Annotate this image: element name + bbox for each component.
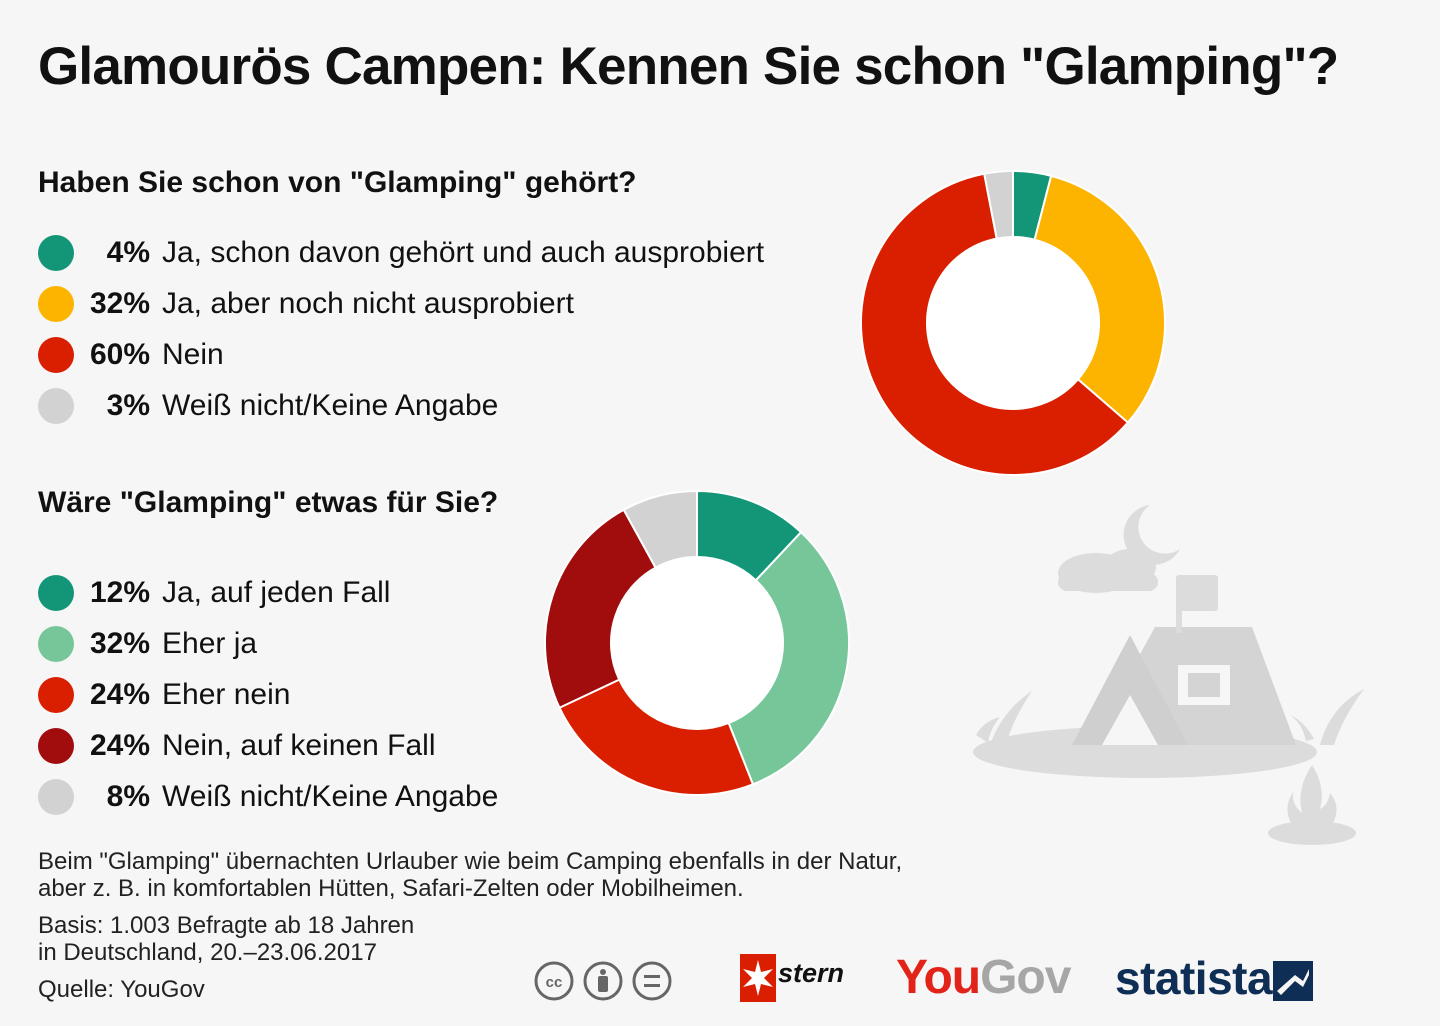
question-1-section: Haben Sie schon von "Glamping" gehört? 4… xyxy=(38,166,764,431)
yougov-logo: YouGov xyxy=(896,950,1071,1005)
legend-label: Ja, auf jeden Fall xyxy=(162,575,391,609)
yougov-gov: Gov xyxy=(980,951,1071,1004)
legend-swatch xyxy=(38,285,74,322)
stern-star-icon xyxy=(740,954,776,1002)
legend-swatch xyxy=(38,778,74,815)
legend-swatch xyxy=(38,625,74,662)
campfire-icon xyxy=(1268,765,1356,845)
question-1-donut-chart xyxy=(860,169,1166,476)
legend-swatch xyxy=(38,387,74,424)
question-1-legend: 4% Ja, schon davon gehört und auch auspro… xyxy=(38,227,764,431)
note-line-2: aber z. B. in komfortablen Hütten, Safar… xyxy=(38,875,744,902)
legend-label: Nein, auf keinen Fall xyxy=(162,728,436,762)
legend-percentage: 60% xyxy=(89,337,150,371)
question-2-donut-chart xyxy=(544,489,850,796)
basis-line-2: in Deutschland, 20.–23.06.2017 xyxy=(38,939,377,966)
legend-label: Ja, aber noch nicht ausprobiert xyxy=(162,286,574,320)
legend-percentage: 8% xyxy=(106,779,150,813)
license-icons[interactable]: cc xyxy=(533,960,673,1002)
moon-icon xyxy=(1123,505,1180,565)
legend-item: 32% Ja, aber noch nicht ausprobiert xyxy=(38,278,764,329)
legend-label: Ja, schon davon gehört und auch ausprobi… xyxy=(162,235,765,269)
legend-swatch xyxy=(38,727,74,764)
legend-swatch xyxy=(38,234,74,271)
legend-percentage: 4% xyxy=(106,235,150,269)
no-derivatives-icon xyxy=(632,961,672,1001)
attribution-icon xyxy=(583,961,623,1001)
yougov-you: You xyxy=(896,951,981,1004)
statista-logo-text: statista xyxy=(1115,952,1273,1004)
legend-item: 24% Nein, auf keinen Fall xyxy=(38,720,498,771)
legend-item: 24% Eher nein xyxy=(38,669,498,720)
question-2-section: Wäre "Glamping" etwas für Sie? 12% Ja, au… xyxy=(38,486,498,822)
legend-swatch xyxy=(38,574,74,611)
tent-illustration-icon xyxy=(973,505,1364,845)
legend-swatch xyxy=(38,676,74,713)
legend-percentage: 24% xyxy=(89,677,150,711)
donut-hole xyxy=(927,237,1099,409)
legend-item: 32% Eher ja xyxy=(38,618,498,669)
legend-swatch xyxy=(38,336,74,373)
cc-icon: cc xyxy=(534,961,574,1001)
statista-mark-icon xyxy=(1273,961,1313,1001)
legend-percentage: 3% xyxy=(106,388,150,422)
legend-label: Nein xyxy=(162,337,224,371)
legend-label: Eher ja xyxy=(162,626,258,660)
legend-percentage: 32% xyxy=(89,626,150,660)
legend-label: Weiß nicht/Keine Angabe xyxy=(162,779,499,813)
legend-label: Weiß nicht/Keine Angabe xyxy=(162,388,499,422)
stern-logo-text: stern xyxy=(778,958,845,988)
legend-label: Eher nein xyxy=(162,677,291,711)
legend-item: 60% Nein xyxy=(38,329,764,380)
legend-item: 3% Weiß nicht/Keine Angabe xyxy=(38,380,764,431)
legend-percentage: 12% xyxy=(89,575,150,609)
question-2-title: Wäre "Glamping" etwas für Sie? xyxy=(38,486,499,519)
question-2-legend: 12% Ja, auf jeden Fall 32% Eher ja 24% Eher n… xyxy=(38,567,498,822)
statista-logo: statista xyxy=(1115,951,1313,1005)
legend-item: 4% Ja, schon davon gehört und auch auspro… xyxy=(38,227,764,278)
source-note: Quelle: YouGov xyxy=(38,976,205,1003)
legend-item: 12% Ja, auf jeden Fall xyxy=(38,567,498,618)
basis-line-1: Basis: 1.003 Befragte ab 18 Jahren xyxy=(38,912,415,939)
legend-percentage: 24% xyxy=(89,728,150,762)
basis-note: Basis: 1.003 Befragte ab 18 Jahren in De… xyxy=(38,912,414,966)
legend-item: 8% Weiß nicht/Keine Angabe xyxy=(38,771,498,822)
svg-text:cc: cc xyxy=(546,974,563,991)
page-title: Glamourös Campen: Kennen Sie schon "Glam… xyxy=(38,37,1339,96)
note-line-1: Beim "Glamping" übernachten Urlauber wie… xyxy=(38,848,903,875)
legend-percentage: 32% xyxy=(89,286,150,320)
question-1-title: Haben Sie schon von "Glamping" gehört? xyxy=(38,166,637,199)
donut-hole xyxy=(611,557,783,729)
explanation-note: Beim "Glamping" übernachten Urlauber wie… xyxy=(38,848,902,902)
